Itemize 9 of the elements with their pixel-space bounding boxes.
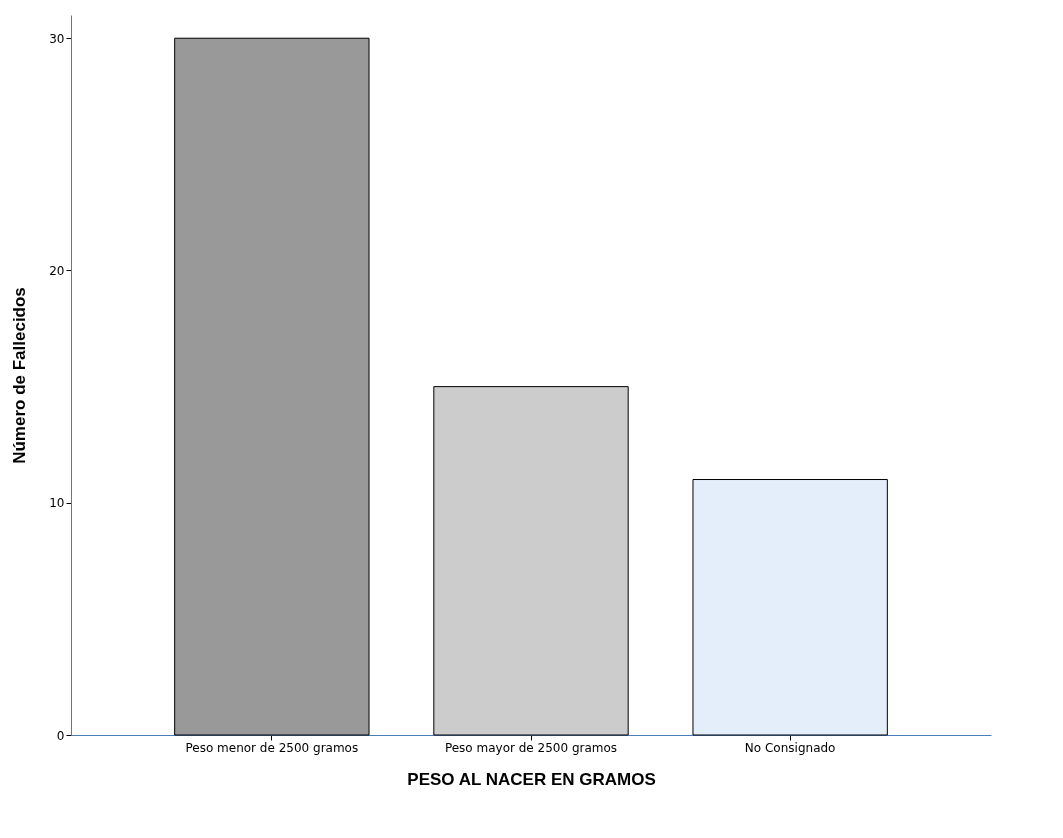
- x-tick-label: Peso mayor de 2500 gramos: [444, 740, 618, 755]
- y-tick-label: 20: [49, 263, 65, 278]
- y-tick-label: 0: [56, 728, 65, 743]
- y-axis-title: Número de Fallecidos: [10, 287, 30, 464]
- x-tick-label: No Consignado: [744, 740, 836, 755]
- x-tick-label: Peso menor de 2500 gramos: [185, 740, 359, 755]
- y-tick-label: 10: [49, 496, 65, 511]
- y-tick-label: 30: [49, 31, 65, 46]
- x-axis-title: PESO AL NACER EN GRAMOS: [407, 769, 656, 789]
